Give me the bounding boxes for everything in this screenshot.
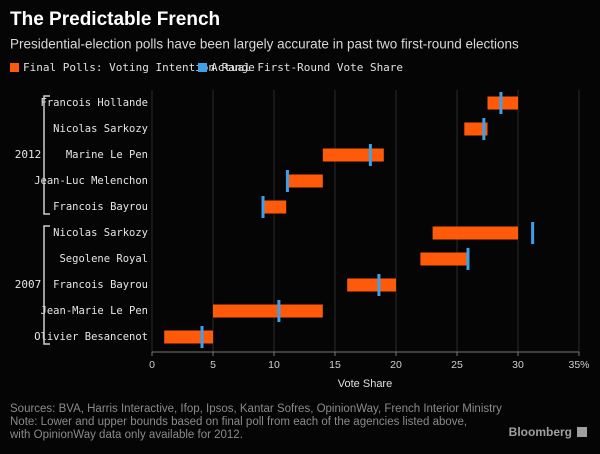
chart-subtitle: Presidential-election polls have been la… [10,37,519,52]
category-label: Marine Le Pen [66,149,148,161]
group-bracket [43,225,50,345]
range-bar [164,330,213,344]
actual-marker [368,144,372,166]
note: with OpinionWay data only available for … [9,429,243,441]
range-bar [347,278,396,292]
chart-title: The Predictable French [10,9,220,30]
category-label: Francois Bayrou [53,201,148,213]
x-tick-label: 35% [568,359,589,371]
category-label: Olivier Besancenot [34,331,148,343]
range-bar [420,252,470,266]
category-label: Francois Hollande [41,97,148,109]
x-tick-label: 15 [329,359,341,371]
legend-swatch [10,63,19,72]
range-bar [286,174,323,188]
brand: Bloomberg [509,425,572,439]
group-bracket [43,95,50,215]
actual-marker [466,248,470,270]
group-label: 2007 [15,278,42,291]
category-label: Nicolas Sarkozy [53,123,148,135]
x-tick-label: 25 [451,359,463,371]
brand-icon [577,427,587,437]
category-label: Jean-Marie Le Pen [41,305,148,317]
actual-marker [200,326,204,348]
source-note: Sources: BVA, Harris Interactive, Ifop, … [10,403,502,415]
actual-marker [377,274,381,296]
legend-label: Final Polls: Voting Intention Range [23,61,255,74]
category-label: Nicolas Sarkozy [53,227,148,239]
x-tick-label: 5 [210,359,216,371]
x-tick-label: 30 [512,359,524,371]
x-tick-label: 20 [390,359,402,371]
actual-marker [482,118,486,140]
note: Note: Lower and upper bounds based on fi… [10,416,467,428]
range-bar [432,226,518,240]
legend-swatch [198,63,207,72]
category-label: Francois Bayrou [53,279,148,291]
legend-label: Actual First-Round Vote Share [211,61,403,74]
actual-marker [499,92,503,114]
category-label: Jean-Luc Melenchon [34,175,148,187]
category-label: Segolene Royal [59,253,148,265]
range-bar [464,122,488,136]
range-bar [213,304,323,318]
actual-marker [531,222,535,244]
range-bar [261,200,287,214]
group-label: 2012 [15,148,42,161]
x-tick-label: 10 [268,359,280,371]
range-bar [487,96,518,110]
actual-marker [261,196,265,218]
x-tick-label: 0 [149,359,155,371]
actual-marker [285,170,289,192]
actual-marker [277,300,281,322]
range-bar [322,148,384,162]
x-axis-label: Vote Share [338,378,392,390]
